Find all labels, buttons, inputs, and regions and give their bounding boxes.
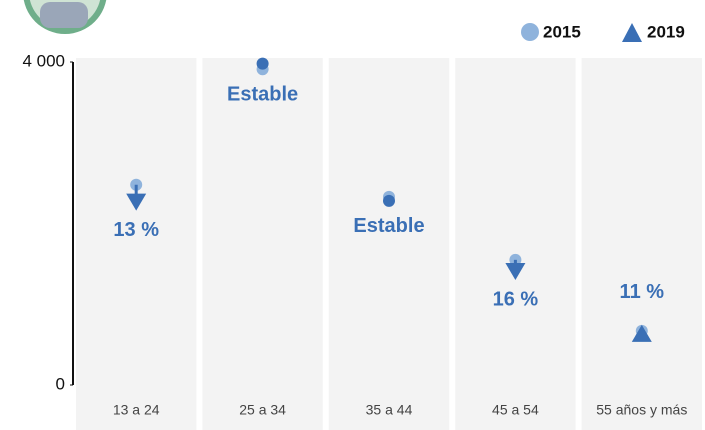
annotation: Estable (227, 84, 298, 106)
legend-marker (521, 23, 539, 41)
x-tick-label: 13 a 24 (113, 402, 160, 418)
category-band (582, 58, 702, 430)
y-tick-label: 0 (56, 374, 65, 393)
x-tick-label: 25 a 34 (239, 402, 286, 418)
annotation: Estable (353, 215, 424, 237)
annotation: 11 % (620, 281, 665, 303)
legend-label: 2015 (543, 22, 581, 41)
category-band (76, 58, 196, 430)
y-tick-label: 4 000 (22, 51, 65, 70)
x-tick-label: 45 a 54 (492, 402, 539, 418)
x-tick-label: 55 años y más (596, 402, 687, 418)
category-band (455, 58, 575, 430)
annotation: 16 % (493, 288, 539, 310)
chart: 0 4 000 2015 2019 13 a 24 13 % 25 a 34 Estable 3… (0, 0, 705, 430)
x-tick-label: 35 a 44 (366, 402, 413, 418)
category-band (202, 58, 322, 430)
legend-label: 2019 (647, 22, 685, 41)
dot-2019 (383, 195, 395, 207)
avatar (23, 0, 107, 34)
annotation: 13 % (113, 219, 159, 241)
category-band (329, 58, 449, 430)
dot-2019 (257, 58, 269, 70)
legend-marker (622, 23, 642, 42)
